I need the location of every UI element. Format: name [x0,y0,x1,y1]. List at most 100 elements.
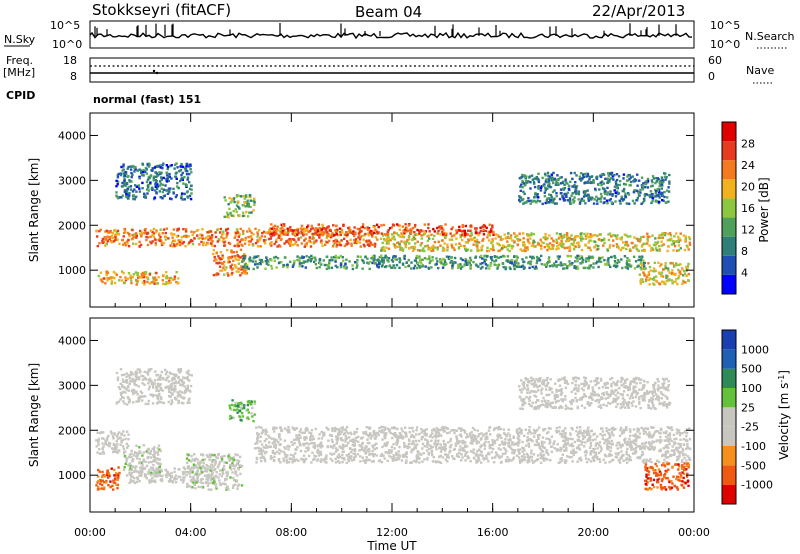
scatter-cell [561,263,565,266]
scatter-cell [189,184,193,187]
scatter-cell [685,432,689,435]
scatter-cell [592,202,596,205]
scatter-cell [605,440,608,443]
scatter-cell [407,264,410,268]
scatter-cell [580,197,584,201]
scatter-cell [593,432,596,436]
scatter-cell [106,276,109,280]
scatter-cell [341,439,344,442]
scatter-cell [500,440,504,443]
scatter-cell [217,238,220,241]
scatter-cell [526,436,529,439]
scatter-cell [202,243,205,246]
scatter-cell [544,201,547,205]
scatter-cell [682,234,686,237]
scatter-cell [263,235,267,238]
scatter-cell [435,427,439,430]
scatter-cell [309,260,312,263]
scatter-cell [504,448,507,451]
scatter-cell [426,458,429,461]
scatter-cell [568,236,571,240]
scatter-cell [145,180,149,184]
scatter-cell [665,435,668,439]
scatter-cell [421,258,424,261]
scatter-cell [163,194,166,197]
scatter-cell [542,428,545,431]
scatter-cell [667,200,670,203]
scatter-cell [576,460,579,463]
scatter-cell [353,226,356,229]
scatter-cell [154,171,157,174]
scatter-cell [441,239,444,242]
scatter-cell [248,256,252,259]
scatter-cell [262,239,266,242]
scatter-cell [219,227,222,231]
scatter-cell [286,266,289,269]
scatter-cell [314,455,318,458]
scatter-cell [419,258,422,261]
scatter-cell [527,197,530,200]
scatter-cell [566,191,570,194]
scatter-cell [414,223,417,227]
scatter-cell [475,452,478,455]
scatter-cell [466,456,470,460]
scatter-cell [573,265,576,268]
scatter-cell [180,163,183,166]
scatter-cell [627,193,631,196]
scatter-cell [385,256,388,259]
scatter-cell [282,450,285,453]
scatter-cell [154,238,157,242]
scatter-cell [256,245,260,248]
scatter-cell [285,240,288,244]
scatter-cell [135,190,138,193]
scatter-cell [348,228,351,232]
scatter-cell [131,173,134,176]
scatter-cell [667,456,670,459]
scatter-cell [252,209,255,212]
scatter-cell [528,438,531,441]
scatter-cell [388,428,392,432]
scatter-cell [615,245,619,249]
scatter-cell [316,451,320,454]
scatter-cell [136,169,139,172]
scatter-cell [403,426,407,429]
scatter-cell [256,235,259,238]
scatter-cell [476,460,479,463]
scatter-cell [259,435,263,438]
scatter-cell [379,237,383,240]
scatter-cell [302,459,305,462]
scatter-cell [418,260,422,263]
scatter-cell [557,429,560,433]
scatter-cell [251,244,255,247]
scatter-cell [303,239,306,242]
scatter-cell [678,270,682,273]
scatter-cell [299,256,302,260]
scatter-cell [488,446,491,450]
scatter-cell [491,243,494,247]
scatter-cell [396,245,399,248]
scatter-cell [186,170,189,173]
scatter-cell [626,265,629,268]
scatter-cell [626,175,629,178]
scatter-cell [391,233,394,236]
scatter-cell [521,186,524,189]
scatter-cell [617,452,620,455]
scatter-cell [324,229,327,232]
scatter-cell [164,177,168,181]
scatter-cell [223,260,226,264]
scatter-cell [350,450,353,454]
scatter-cell [243,263,247,266]
scatter-cell [308,431,311,434]
scatter-cell [147,189,150,192]
scatter-cell [518,456,521,459]
scatter-cell [609,190,612,193]
scatter-cell [341,457,344,460]
scatter-cell [209,236,212,239]
scatter-cell [211,240,214,243]
scatter-cell [308,236,311,239]
scatter-cell [539,453,543,457]
scatter-cell [555,241,559,244]
scatter-cell [582,258,585,262]
scatter-cell [569,437,572,441]
scatter-cell [147,165,151,168]
